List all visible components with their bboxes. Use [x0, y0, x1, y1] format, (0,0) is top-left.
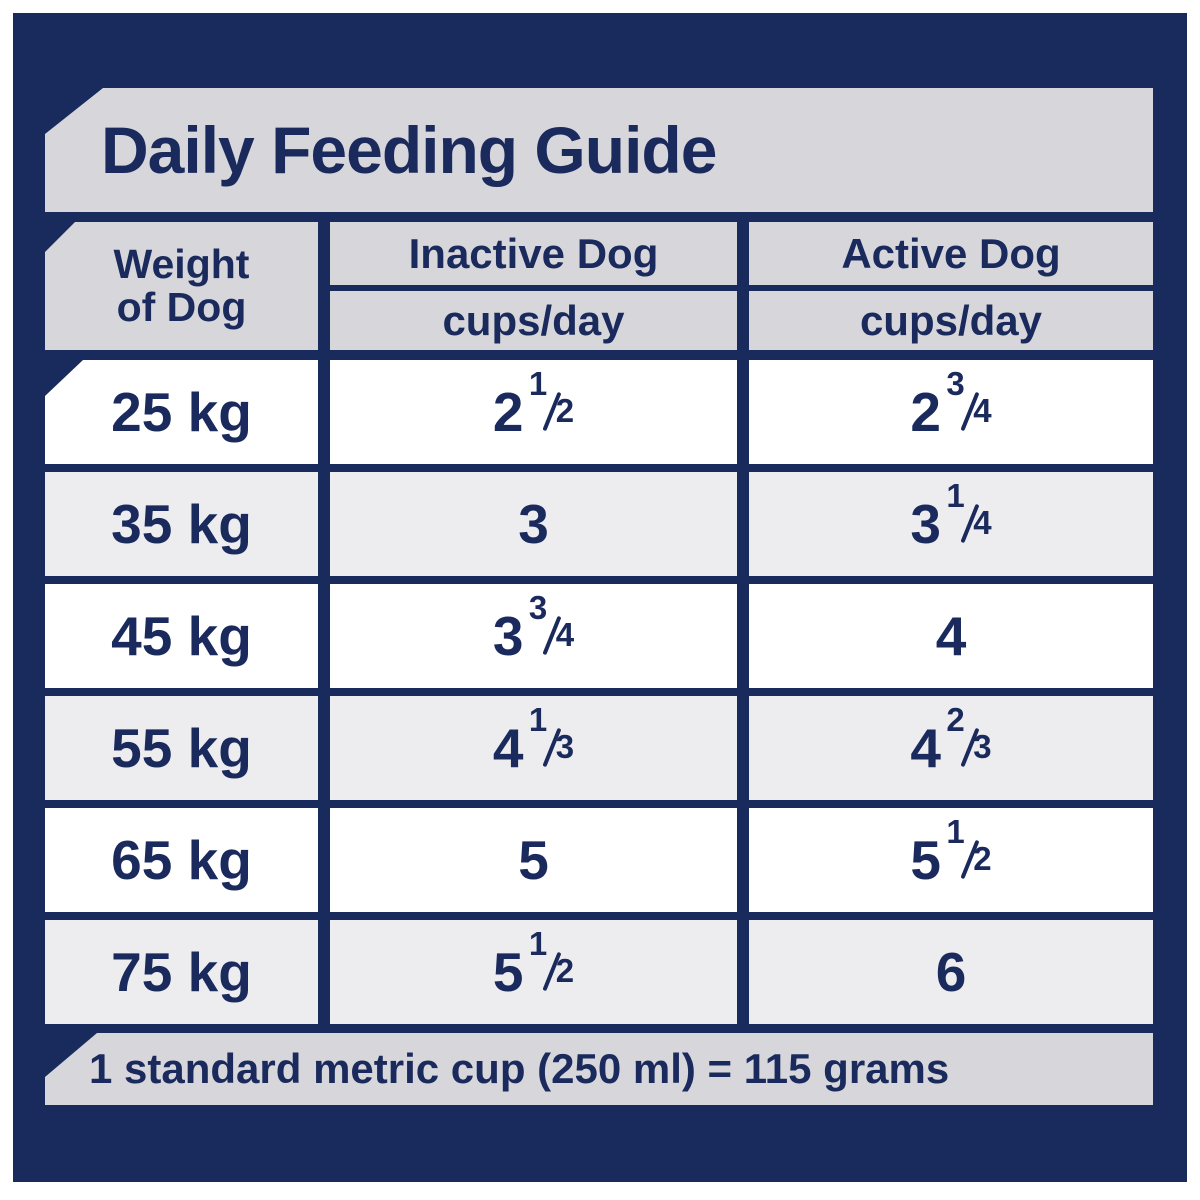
- weight-cell: 55 kg: [45, 696, 318, 800]
- table-header: Weight of Dog Inactive Dog cups/day Acti…: [45, 222, 1153, 350]
- weight-cell: 45 kg: [45, 584, 318, 688]
- weight-header-line1: Weight: [113, 241, 250, 288]
- active-cups-cell: 6: [749, 920, 1153, 1024]
- inactive-dog-label: Inactive Dog: [330, 222, 737, 285]
- table-row: 75 kg 5 1 2 6: [45, 920, 1153, 1024]
- page-title: Daily Feeding Guide: [101, 113, 717, 187]
- weight-header-line2: of Dog: [116, 284, 247, 330]
- table-row: 55 kg 4 1 3 4 2 3: [45, 696, 1153, 800]
- active-cups-cell: 4: [749, 584, 1153, 688]
- inactive-dog-header: Inactive Dog cups/day: [330, 222, 737, 350]
- table-row: 35 kg 3 3 1 4: [45, 472, 1153, 576]
- footer-note: 1 standard metric cup (250 ml) = 115 gra…: [89, 1045, 950, 1092]
- table-row: 25 kg 2 1 2 2 3 4: [45, 360, 1153, 464]
- inactive-cups-per-day-label: cups/day: [330, 291, 737, 350]
- weight-cell: 75 kg: [45, 920, 318, 1024]
- inactive-cups-cell: 3: [330, 472, 737, 576]
- title-band: Daily Feeding Guide: [45, 88, 1153, 212]
- table-row: 45 kg 3 3 4 4: [45, 584, 1153, 688]
- feeding-table-body: 25 kg 2 1 2 2 3 4 35 kg 3 3 1 4 45 kg 3 3 4 4 55 kg 4 1 3 4 2 3…: [45, 360, 1153, 1024]
- weight-cell: 65 kg: [45, 808, 318, 912]
- table-row: 65 kg 5 5 1 2: [45, 808, 1153, 912]
- active-dog-header: Active Dog cups/day: [749, 222, 1153, 350]
- footer-note-band: 1 standard metric cup (250 ml) = 115 gra…: [45, 1033, 1153, 1105]
- weight-cell: 35 kg: [45, 472, 318, 576]
- weight-of-dog-header: Weight of Dog: [45, 222, 318, 350]
- active-cups-per-day-label: cups/day: [749, 291, 1153, 350]
- active-dog-label: Active Dog: [749, 222, 1153, 285]
- inactive-cups-cell: 5: [330, 808, 737, 912]
- weight-cell: 25 kg: [45, 360, 318, 464]
